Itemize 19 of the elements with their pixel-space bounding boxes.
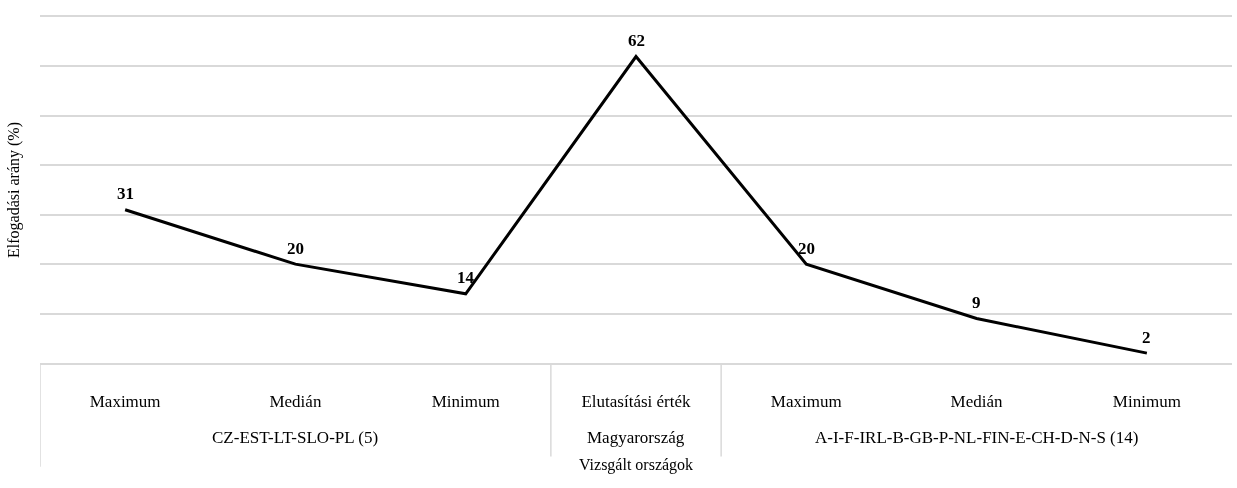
data-label: 31 xyxy=(117,184,134,203)
data-label: 9 xyxy=(972,293,981,312)
x-tick-label: Minimum xyxy=(431,392,500,412)
data-label: 2 xyxy=(1142,328,1151,347)
text: CZ-EST-LT-SLO-PL (5) xyxy=(212,428,379,447)
data-label: 14 xyxy=(457,268,475,287)
x-tick-label: Minimum xyxy=(1112,392,1181,412)
data-label: 62 xyxy=(628,31,645,50)
x-tick-label: Maximum xyxy=(770,392,842,412)
x-tick-label: Elutasítási érték xyxy=(581,392,692,412)
text: A-I-F-IRL-B-GB-P-NL-FIN-E-CH-D-N-S (14) xyxy=(815,428,1139,447)
x-tick-label: Medián xyxy=(950,392,1004,412)
data-label: 20 xyxy=(287,239,304,258)
text: Magyarország xyxy=(587,428,685,447)
x-axis-title: Vizsgált országok xyxy=(579,456,694,474)
x-tick-label: Medián xyxy=(269,392,322,412)
x-tick-label: Maximum xyxy=(89,392,161,412)
y-axis-title: Elfogadási arány (%) xyxy=(4,122,23,258)
data-label: 20 xyxy=(798,239,815,258)
